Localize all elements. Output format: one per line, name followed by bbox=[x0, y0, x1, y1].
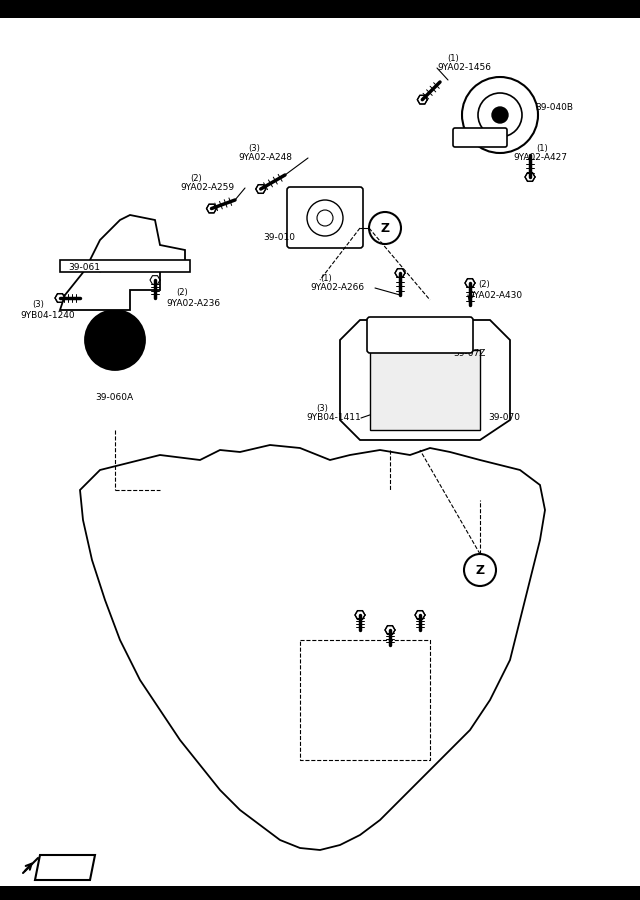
Text: 39-060A: 39-060A bbox=[95, 393, 133, 402]
Circle shape bbox=[85, 310, 145, 370]
Polygon shape bbox=[355, 611, 365, 619]
FancyBboxPatch shape bbox=[453, 128, 507, 147]
Bar bbox=[370, 350, 480, 430]
Text: FWD: FWD bbox=[49, 862, 77, 872]
Text: 9YA02-A248: 9YA02-A248 bbox=[238, 154, 292, 163]
Text: 39-070: 39-070 bbox=[488, 413, 520, 422]
Polygon shape bbox=[340, 320, 510, 440]
Text: 9YA02-A266: 9YA02-A266 bbox=[310, 284, 364, 292]
Polygon shape bbox=[150, 275, 160, 284]
Polygon shape bbox=[207, 204, 216, 213]
Text: (3): (3) bbox=[316, 403, 328, 412]
Polygon shape bbox=[80, 445, 545, 850]
Text: (3): (3) bbox=[32, 301, 44, 310]
Circle shape bbox=[492, 107, 508, 123]
Polygon shape bbox=[385, 626, 395, 634]
Text: (2): (2) bbox=[478, 281, 490, 290]
FancyBboxPatch shape bbox=[367, 317, 473, 353]
Text: (3): (3) bbox=[248, 143, 260, 152]
Polygon shape bbox=[395, 269, 405, 277]
Text: 9YB04-1411: 9YB04-1411 bbox=[306, 413, 361, 422]
Text: (1): (1) bbox=[320, 274, 332, 283]
Text: (1): (1) bbox=[447, 53, 459, 62]
Text: Z: Z bbox=[380, 221, 390, 235]
Text: 9YA02-1456: 9YA02-1456 bbox=[437, 64, 491, 73]
Text: (2): (2) bbox=[190, 174, 202, 183]
Text: (1): (1) bbox=[536, 143, 548, 152]
Polygon shape bbox=[417, 95, 428, 104]
Polygon shape bbox=[525, 173, 535, 181]
Text: 9YA02-A236: 9YA02-A236 bbox=[166, 299, 220, 308]
Bar bbox=[60, 260, 190, 272]
Polygon shape bbox=[60, 215, 185, 310]
Text: 39-061: 39-061 bbox=[68, 264, 100, 273]
Text: 9YA02-A430: 9YA02-A430 bbox=[468, 291, 522, 300]
Text: 39-010: 39-010 bbox=[263, 233, 295, 242]
Text: Z: Z bbox=[476, 563, 484, 577]
Text: 9YB04-1240: 9YB04-1240 bbox=[20, 310, 75, 320]
Polygon shape bbox=[55, 293, 65, 302]
Text: 9YA02-A427: 9YA02-A427 bbox=[513, 154, 567, 163]
Bar bbox=[0, 886, 640, 900]
Text: 39-07Z: 39-07Z bbox=[453, 348, 485, 357]
Polygon shape bbox=[465, 279, 475, 287]
Polygon shape bbox=[385, 386, 395, 394]
Polygon shape bbox=[256, 184, 266, 194]
Text: (2): (2) bbox=[176, 289, 188, 298]
FancyBboxPatch shape bbox=[287, 187, 363, 248]
Polygon shape bbox=[415, 611, 425, 619]
Polygon shape bbox=[35, 855, 95, 880]
Text: 39-040B: 39-040B bbox=[535, 104, 573, 112]
Text: 9YA02-A259: 9YA02-A259 bbox=[180, 184, 234, 193]
Bar bbox=[0, 0, 640, 18]
Circle shape bbox=[400, 365, 450, 415]
